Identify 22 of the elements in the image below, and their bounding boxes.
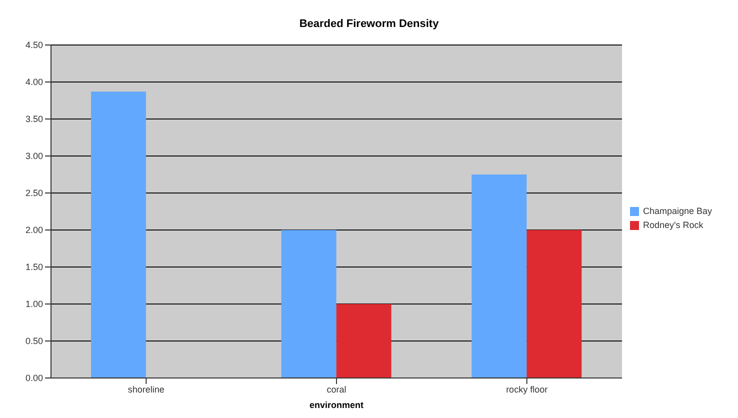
y-tick-label: 1.50 — [25, 262, 43, 272]
bar — [526, 230, 582, 378]
legend-label: Champaigne Bay — [643, 206, 712, 216]
y-tick-label: 3.00 — [25, 151, 43, 162]
bar — [281, 230, 336, 378]
y-tick-label: 4.00 — [25, 77, 43, 88]
y-tick-label: 4.50 — [25, 40, 43, 50]
chart-title: Bearded Fireworm Density — [298, 18, 440, 30]
y-tick-label: 0.50 — [25, 336, 43, 346]
y-tick-label: 0.00 — [25, 373, 43, 384]
y-tick-label: 1.00 — [25, 299, 43, 310]
x-tick-label: shoreline — [128, 384, 164, 394]
y-tick-label: 2.00 — [25, 225, 43, 236]
bar — [336, 304, 392, 378]
y-tick-label: 2.50 — [25, 188, 43, 198]
bar — [472, 174, 527, 378]
legend-label: Rodney's Rock — [643, 220, 704, 230]
bar — [90, 92, 146, 378]
x-tick-label: coral — [326, 384, 346, 394]
x-tick-label: rocky floor — [506, 384, 548, 394]
x-axis-title: environment — [309, 400, 364, 410]
y-tick-label: 3.50 — [25, 114, 43, 124]
